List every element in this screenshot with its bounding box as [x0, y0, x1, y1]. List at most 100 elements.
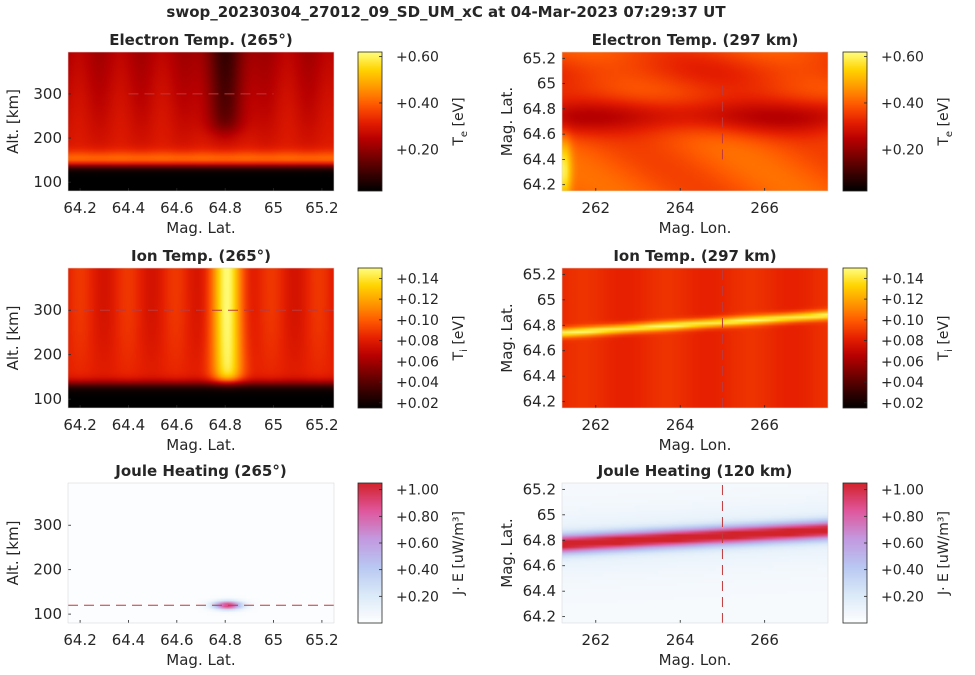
y-axis-label: Mag. Lat.: [498, 87, 516, 156]
y-tick-label: 65.2: [523, 49, 556, 67]
y-tick-label: 200: [33, 561, 62, 579]
colorbar-tick-label: +0.60: [396, 536, 439, 552]
colorbar-ti-lon: +0.02 +0.04 +0.06 +0.08 +0.10 +0.12 +0.14 Ti [e…: [842, 267, 955, 412]
colorbar-label: Ti [eV]: [451, 316, 470, 362]
heatmap-jh-alt: [68, 483, 334, 623]
x-tick-label: 266: [750, 199, 779, 217]
heatmap-ti-lon: [562, 268, 828, 408]
axes-frame: [561, 482, 829, 624]
y-axis-label: Alt. [km]: [4, 306, 22, 371]
colorbar-tick-label: +0.40: [881, 96, 924, 112]
y-tick-label: 200: [33, 129, 62, 147]
y-tick-label: 64.2: [523, 176, 556, 194]
colorbar-tick-label: +0.04: [396, 375, 439, 391]
x-axis-label: Mag. Lon.: [659, 219, 732, 237]
y-tick-label: 65: [537, 75, 556, 93]
x-tick-label: 264: [666, 416, 695, 434]
colorbar-jh-lon: +0.20 +0.40 +0.60 +0.80 +1.00 J· E [uW/m³]: [842, 482, 952, 624]
y-tick-label: 300: [33, 516, 62, 534]
colorbar-tick-label: +0.14: [881, 271, 924, 287]
y-tick-label: 64.6: [523, 557, 556, 575]
colorbar-label: J· E [uW/m³]: [451, 511, 467, 596]
y-tick-label: 64.2: [523, 393, 556, 411]
colorbar-gradient: [843, 268, 867, 408]
colorbar-jh-alt: +0.20 +0.40 +0.60 +0.80 +1.00 J· E [uW/m³]: [357, 482, 467, 624]
x-tick-label: 64.8: [208, 631, 241, 649]
colorbar-tick-label: +0.08: [881, 334, 924, 350]
colorbar-gradient: [843, 52, 867, 191]
x-tick-label: 65.2: [305, 199, 338, 217]
colorbar-gradient: [358, 52, 382, 191]
colorbar-tick-label: +0.02: [396, 396, 439, 412]
x-tick-label: 262: [581, 199, 610, 217]
colorbar-tick-label: +0.12: [881, 292, 924, 308]
y-tick-label: 64.8: [523, 100, 556, 118]
colorbar-frame: [842, 267, 868, 409]
y-tick-label: 100: [33, 390, 62, 408]
colorbar-tick-label: +1.00: [881, 483, 924, 499]
colorbar-frame: [357, 51, 383, 192]
x-axis-label: Mag. Lat.: [166, 651, 235, 669]
colorbar-tick-label: +0.04: [881, 375, 924, 391]
y-tick-label: 65: [537, 506, 556, 524]
colorbar-tick-label: +0.80: [881, 509, 924, 525]
colorbar-tick-label: +0.06: [396, 354, 439, 370]
colorbar-tick-label: +0.20: [881, 142, 924, 158]
colorbar-label: Te [eV]: [451, 97, 470, 146]
panel-title: Electron Temp. (297 km): [592, 31, 799, 49]
colorbar-te-lon: +0.20 +0.40 +0.60 Te [eV]: [842, 50, 955, 192]
y-axis-label: Alt. [km]: [4, 89, 22, 154]
x-tick-label: 65.2: [305, 631, 338, 649]
heatmap-te-alt: [68, 52, 334, 191]
y-tick-label: 200: [33, 346, 62, 364]
colorbar-tick-label: +0.02: [881, 396, 924, 412]
colorbar-frame: [357, 482, 383, 624]
panel-jh-lon: 262 264 266 64.2 64.4 64.6 64.8 65 65.2 Joule Hea…: [498, 462, 952, 669]
y-tick-label: 64.6: [523, 342, 556, 360]
y-tick-label: 65.2: [523, 265, 556, 283]
panel-title: Joule Heating (120 km): [597, 462, 793, 480]
panel-title: Electron Temp. (265°): [109, 31, 292, 49]
colorbar-frame: [842, 51, 868, 192]
colorbar-tick-label: +0.40: [881, 563, 924, 579]
colorbar-tick-label: +0.08: [396, 334, 439, 350]
y-axis-label: Mag. Lat.: [498, 303, 516, 372]
y-tick-label: 64.4: [523, 367, 556, 385]
colorbar-frame: [357, 267, 383, 409]
axes-frame: [67, 482, 335, 624]
y-tick-label: 100: [33, 605, 62, 623]
colorbar-tick-label: +0.10: [396, 313, 439, 329]
y-tick-label: 300: [33, 301, 62, 319]
x-tick-label: 64.2: [63, 416, 96, 434]
y-tick-label: 64.6: [523, 125, 556, 143]
y-tick-label: 64.4: [523, 150, 556, 168]
colorbar-tick-label: +0.20: [881, 589, 924, 605]
x-tick-label: 64.6: [160, 416, 193, 434]
x-tick-label: 64.2: [63, 199, 96, 217]
x-axis-label: Mag. Lon.: [659, 436, 732, 454]
y-tick-label: 64.2: [523, 608, 556, 626]
x-tick-label: 65: [264, 631, 283, 649]
panel-ti-alt: 64.2 64.4 64.6 64.8 65 65.2 100 200 300 Ion Temp.…: [4, 247, 470, 454]
figure-title: swop_20230304_27012_09_SD_UM_xC at 04-Ma…: [166, 3, 726, 21]
colorbar-label: Ti [eV]: [936, 316, 955, 362]
colorbar-tick-label: +0.60: [881, 50, 924, 66]
colorbar-tick-label: +0.40: [396, 563, 439, 579]
y-tick-label: 300: [33, 85, 62, 103]
heatmap-ti-alt: [68, 268, 334, 408]
colorbar-gradient: [843, 483, 867, 623]
colorbar-tick-label: +0.40: [396, 96, 439, 112]
panels: 64.2 64.4 64.6 64.8 65 65.2 100 200 300 Electron …: [4, 31, 955, 669]
colorbar-tick-label: +0.60: [881, 536, 924, 552]
x-tick-label: 64.4: [112, 631, 145, 649]
axes-frame: [67, 51, 335, 192]
x-tick-label: 65: [264, 416, 283, 434]
colorbar-ti-alt: +0.02 +0.04 +0.06 +0.08 +0.10 +0.12 +0.14 Ti [e…: [357, 267, 470, 412]
colorbar-te-alt: +0.20 +0.40 +0.60 Te [eV]: [357, 50, 470, 192]
colorbar-tick-label: +0.20: [396, 589, 439, 605]
y-tick-label: 100: [33, 173, 62, 191]
panel-jh-alt: 64.2 64.4 64.6 64.8 65 65.2 100 200 300 Joule Hea…: [4, 462, 467, 669]
y-tick-label: 64.4: [523, 582, 556, 600]
panel-title: Joule Heating (265°): [114, 462, 286, 480]
